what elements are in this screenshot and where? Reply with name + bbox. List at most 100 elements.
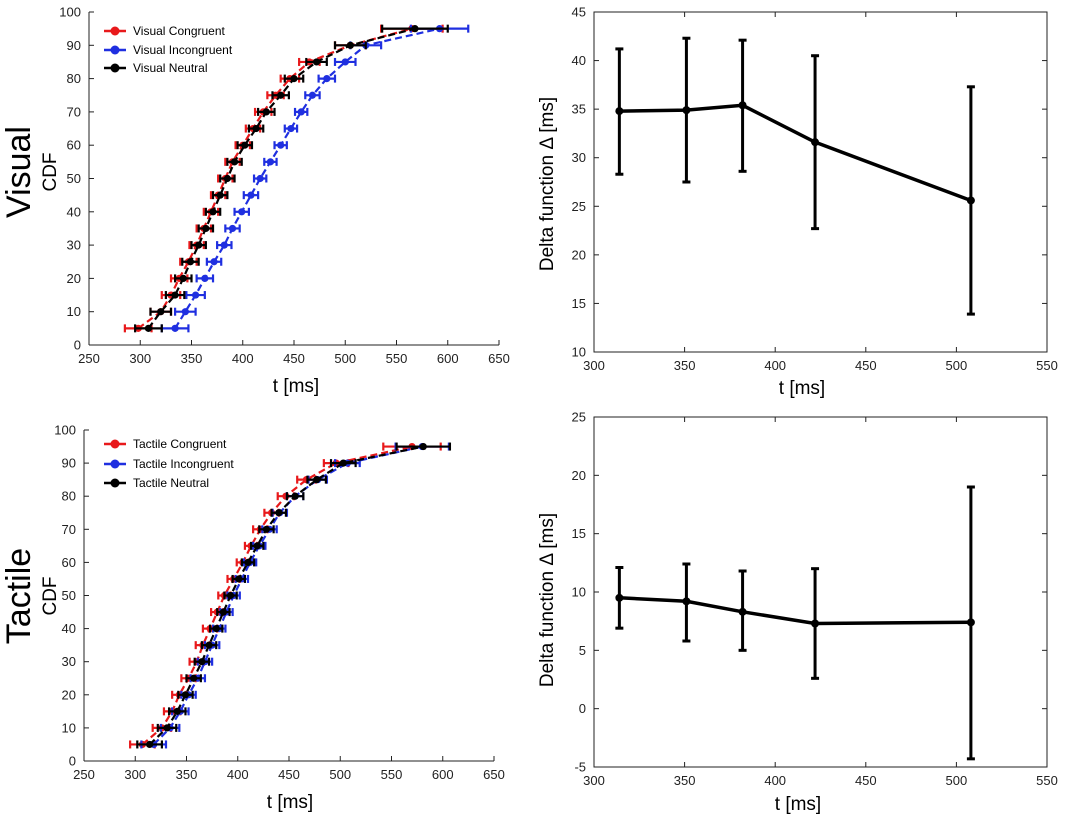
y-tick-label: 90 <box>67 38 81 53</box>
data-point <box>290 75 298 83</box>
x-tick-label: 550 <box>381 767 403 782</box>
y-tick-label: 25 <box>572 410 586 425</box>
data-point <box>346 41 354 49</box>
legend-marker <box>110 45 120 55</box>
visual-cdf-xlabel: t [ms] <box>273 376 319 397</box>
tactile-cdf-panel: 250 300 350 400 450 500 550 600 650 0 10 20 30 40 50 60… <box>54 423 505 783</box>
x-tick-label: 350 <box>176 767 198 782</box>
x-tick-label: 550 <box>1036 773 1058 788</box>
y-tick-label: 60 <box>62 555 76 570</box>
x-tick-label: 550 <box>1036 358 1058 373</box>
data-point <box>615 107 624 116</box>
x-tick-label: 300 <box>129 351 151 366</box>
y-tick-label: 20 <box>67 271 81 286</box>
visual-delta-xlabel: t [ms] <box>779 378 825 399</box>
x-tick-label: 350 <box>181 351 203 366</box>
row-title-tactile: Tactile CDF <box>0 548 61 644</box>
y-tick-label: 10 <box>572 585 586 600</box>
data-point <box>244 558 252 567</box>
data-point <box>226 591 235 600</box>
x-tick-label: 450 <box>283 351 305 366</box>
x-tick-label: 300 <box>583 358 605 373</box>
tactile-cdf-legend: Tactile Congruent Tactile Incongruent Ta… <box>104 437 234 490</box>
data-point <box>216 191 224 199</box>
data-point <box>277 141 285 149</box>
tactile-delta-ylabel: Delta function Δ [ms] <box>537 513 558 687</box>
x-tick-label: 250 <box>78 351 100 366</box>
data-point <box>966 618 975 627</box>
x-tick-label: 500 <box>946 358 968 373</box>
y-tick-label: 70 <box>62 522 76 537</box>
x-tick-label: 450 <box>855 773 877 788</box>
y-tick-label: 50 <box>67 171 81 186</box>
tactile-delta-panel: 300 350 400 450 500 550 -5 0 5 10 15 20 25 <box>572 410 1058 789</box>
data-point <box>228 224 237 233</box>
data-point <box>205 641 213 649</box>
x-tick-label: 350 <box>674 358 696 373</box>
tactile-cdf-ylabel: CDF <box>40 576 61 615</box>
data-point <box>157 308 165 316</box>
data-point <box>171 324 179 332</box>
data-point <box>173 707 181 715</box>
data-point <box>179 274 187 282</box>
y-tick-label: -5 <box>574 760 586 775</box>
data-point <box>339 459 347 467</box>
y-tick-label: 15 <box>572 526 586 541</box>
legend-marker <box>110 26 120 36</box>
legend-label: Visual Congruent <box>133 24 226 38</box>
y-tick-label: 10 <box>67 304 81 319</box>
data-point <box>297 108 305 116</box>
visual-delta-ylabel: Delta function Δ [ms] <box>537 97 558 271</box>
y-tick-label: 20 <box>572 247 586 262</box>
data-point <box>247 191 255 199</box>
series-line <box>148 445 424 746</box>
data-point <box>308 91 317 99</box>
data-point <box>181 308 189 316</box>
legend-label: Tactile Incongruent <box>133 457 234 471</box>
y-tick-label: 10 <box>572 345 586 360</box>
y-tick-label: 80 <box>62 489 76 504</box>
y-tick-label: 80 <box>67 71 81 86</box>
y-tick-label: 0 <box>74 338 81 353</box>
row-title-tactile-text: Tactile <box>0 548 38 644</box>
data-point <box>313 476 321 484</box>
data-point <box>195 241 203 249</box>
data-point <box>198 658 206 666</box>
row-title-visual: Visual CDF <box>0 126 61 218</box>
data-point <box>210 258 218 266</box>
delta-series <box>615 485 975 761</box>
data-point <box>682 106 691 115</box>
x-tick-label: 450 <box>278 767 300 782</box>
series-line <box>174 27 440 329</box>
data-point <box>146 740 154 749</box>
x-tick-label: 450 <box>855 358 877 373</box>
y-tick-label: 40 <box>62 621 76 636</box>
y-tick-label: 60 <box>67 138 81 153</box>
tactile-cdf-xlabel: t [ms] <box>267 792 313 813</box>
y-tick-label: 35 <box>572 102 586 117</box>
x-tick-label: 500 <box>329 767 351 782</box>
data-point <box>190 674 198 682</box>
y-tick-label: 70 <box>67 104 81 119</box>
data-point <box>230 158 239 166</box>
tactile-delta-xlabel: t [ms] <box>775 794 821 815</box>
data-point <box>262 108 270 116</box>
data-point <box>186 258 195 266</box>
data-point <box>738 101 747 110</box>
y-tick-label: 40 <box>572 53 586 68</box>
x-tick-label: 400 <box>764 773 786 788</box>
data-point <box>312 58 321 66</box>
data-point <box>219 608 227 616</box>
y-tick-label: 45 <box>572 5 586 20</box>
data-point <box>238 208 246 216</box>
data-point <box>277 91 285 99</box>
x-tick-label: 400 <box>227 767 249 782</box>
y-tick-label: 40 <box>67 204 81 219</box>
data-point <box>682 597 691 606</box>
data-point <box>212 625 220 633</box>
data-point <box>202 224 210 233</box>
visual-cdf-legend: Visual Congruent Visual Incongruent Visu… <box>104 24 233 75</box>
data-point <box>256 174 264 183</box>
data-point <box>209 208 217 216</box>
